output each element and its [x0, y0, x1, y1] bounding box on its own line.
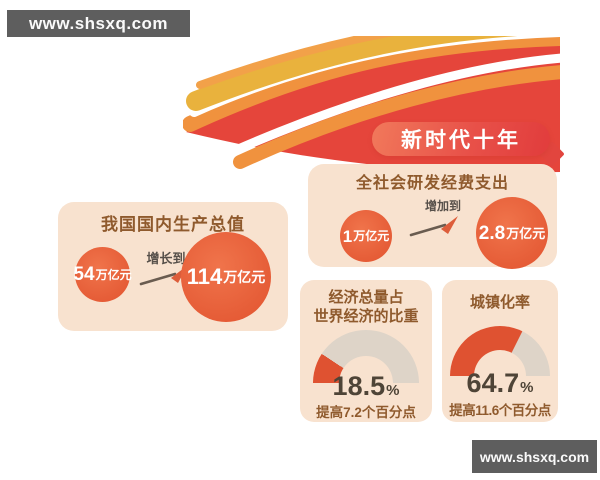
gdp-to-circle: 114 万亿元	[181, 232, 271, 322]
era-badge-label: 新时代十年	[401, 129, 521, 152]
watermark-text: www.shsxq.com	[479, 448, 590, 465]
gdp-change-label: 增长到	[146, 251, 186, 266]
gdp-from-value: 54	[73, 264, 95, 285]
rnd-panel: 全社会研发经费支出 1 万亿元 增加到 2.8 万亿元	[308, 164, 557, 269]
rnd-from-unit: 万亿元	[353, 229, 390, 243]
economy-share-title-line2: 世界经济的比重	[313, 307, 419, 325]
gdp-from-unit: 万亿元	[95, 267, 132, 282]
rnd-change-label: 增加到	[424, 199, 461, 213]
urbanization-panel: 城镇化率 64.7% 提高11.6个百分点	[442, 280, 558, 422]
rnd-from-circle: 1 万亿元	[340, 210, 392, 262]
economy-share-value: 18.5%	[332, 371, 400, 401]
gdp-panel-title: 我国国内生产总值	[101, 215, 245, 234]
urbanization-note: 提高11.6个百分点	[449, 403, 551, 418]
economy-share-panel: 经济总量占 世界经济的比重 18.5% 提高7.2个百分点	[300, 280, 432, 422]
gdp-panel: 我国国内生产总值 54 万亿元 增长到 114 万亿元	[58, 202, 288, 331]
economy-share-note: 提高7.2个百分点	[316, 405, 416, 420]
watermark-top: www.shsxq.com	[7, 10, 190, 37]
rnd-to-unit: 万亿元	[506, 225, 546, 241]
economy-share-title-line1: 经济总量占	[328, 289, 404, 306]
growth-arrow-icon	[409, 216, 458, 237]
watermark-bottom: www.shsxq.com	[472, 440, 597, 473]
watermark-text: www.shsxq.com	[28, 13, 169, 33]
urbanization-value: 64.7%	[466, 368, 534, 398]
urbanization-title: 城镇化率	[469, 294, 530, 311]
rnd-to-value: 2.8	[478, 222, 506, 244]
gdp-from-circle: 54 万亿元	[73, 247, 132, 302]
rnd-panel-title: 全社会研发经费支出	[355, 175, 509, 192]
rnd-to-circle: 2.8 万亿元	[476, 197, 548, 269]
era-badge: 新时代十年	[372, 122, 550, 156]
rnd-from-value: 1	[342, 226, 353, 246]
economy-share-title: 经济总量占 世界经济的比重	[300, 289, 432, 327]
gdp-to-value: 114	[186, 264, 223, 289]
gdp-to-unit: 万亿元	[223, 269, 266, 285]
